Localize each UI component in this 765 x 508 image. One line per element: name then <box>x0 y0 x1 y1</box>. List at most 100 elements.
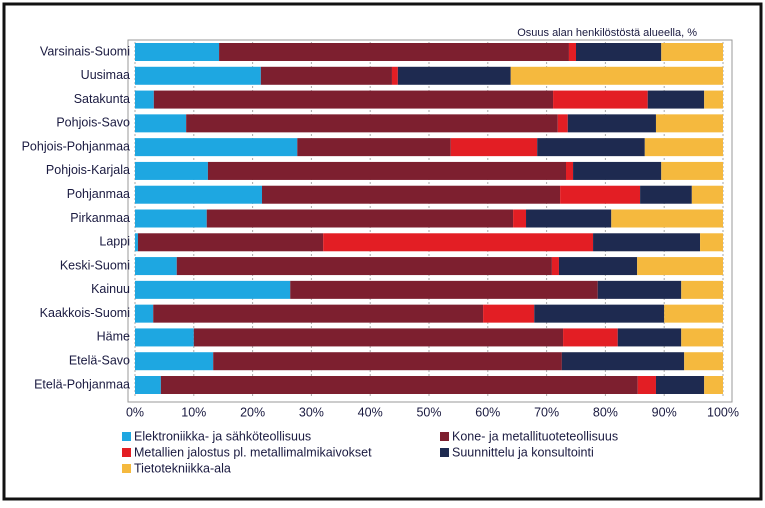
bar-segment <box>135 66 261 85</box>
bar-segment <box>526 209 612 228</box>
x-tick-label: 70% <box>534 405 559 419</box>
bar-segment <box>661 161 723 180</box>
bar-segment <box>681 280 723 299</box>
x-tick-label: 90% <box>652 405 677 419</box>
bar-segment <box>597 280 682 299</box>
bar-segment <box>647 90 705 109</box>
bar-segment <box>568 43 576 61</box>
y-tick-label: Pirkanmaa <box>70 211 130 225</box>
bar-segment <box>483 304 535 323</box>
y-tick-label: Uusimaa <box>81 68 130 82</box>
bar-segment <box>558 257 638 276</box>
legend-label: Tietotekniikka-ala <box>134 461 231 475</box>
y-tick-label: Pohjois-Karjala <box>46 163 130 177</box>
bar-segment <box>213 352 562 371</box>
y-tick-label: Häme <box>97 330 130 344</box>
bar-segment <box>611 209 723 228</box>
y-tick-label: Keski-Suomi <box>60 258 130 272</box>
legend-label: Metallien jalostus pl. metallimalmikaivo… <box>134 445 372 459</box>
bar-segment <box>567 114 656 133</box>
bar-segment <box>655 376 705 394</box>
bar-segment <box>135 328 194 347</box>
bar-segment <box>135 185 263 204</box>
bar-segment <box>637 376 656 394</box>
x-tick-label: 100% <box>707 405 739 419</box>
bar-segment <box>534 304 665 323</box>
bar-segment <box>135 280 291 299</box>
bar-segment <box>219 43 569 61</box>
bar-segment <box>135 233 138 252</box>
bar-segment <box>661 43 723 61</box>
bar-segment <box>560 185 641 204</box>
bar-segment <box>176 257 552 276</box>
subtitle: Osuus alan henkilöstöstä alueella, % <box>517 27 697 39</box>
bar-segment <box>193 328 564 347</box>
bar-segment <box>510 66 723 85</box>
bar-segment <box>704 90 723 109</box>
bar-segment <box>617 328 682 347</box>
y-tick-label: Etelä-Savo <box>69 354 130 368</box>
x-tick-label: 80% <box>593 405 618 419</box>
bar-segment <box>260 66 392 85</box>
bar-segment <box>537 138 645 157</box>
bar-segment <box>135 90 154 109</box>
bar-segment <box>566 161 574 180</box>
legend-label: Kone- ja metallituoteteollisuus <box>452 429 618 443</box>
x-tick-label: 50% <box>416 405 441 419</box>
frame <box>2 2 763 501</box>
legend-label: Suunnittelu ja konsultointi <box>452 445 594 459</box>
y-tick-label: Satakunta <box>74 92 130 106</box>
y-tick-label: Kaakkois-Suomi <box>40 306 130 320</box>
legend-swatch <box>440 448 449 457</box>
bar-segment <box>206 209 514 228</box>
bar-segment <box>644 138 723 157</box>
bar-segment <box>207 161 567 180</box>
x-tick-label: 60% <box>475 405 500 419</box>
bar-segment <box>135 304 154 323</box>
bar-segment <box>551 257 559 276</box>
bar-segment <box>557 114 568 133</box>
bar-segment <box>700 233 723 252</box>
bar-segment <box>160 376 638 394</box>
bar-segment <box>391 66 398 85</box>
bar-segment <box>563 328 618 347</box>
y-tick-label: Kainuu <box>91 282 130 296</box>
bar-segment <box>135 209 207 228</box>
y-tick-label: Pohjois-Pohjanmaa <box>22 139 130 153</box>
x-tick-label: 30% <box>299 405 324 419</box>
bar-segment <box>684 352 723 371</box>
bar-segment <box>135 138 298 157</box>
y-tick-label: Etelä-Pohjanmaa <box>34 377 130 391</box>
bar-segment <box>397 66 511 85</box>
bar-segment <box>135 161 208 180</box>
bar-segment <box>655 114 723 133</box>
bar-segment <box>135 376 161 394</box>
bar-segment <box>553 90 648 109</box>
bar-segment <box>137 233 324 252</box>
legend-swatch <box>122 464 131 473</box>
y-tick-label: Pohjois-Savo <box>56 116 130 130</box>
bar-segment <box>135 114 187 133</box>
bar-segment <box>573 161 662 180</box>
bar-segment <box>135 257 177 276</box>
plot-frame <box>127 39 733 403</box>
bar-segment <box>593 233 701 252</box>
legend-swatch <box>440 432 449 441</box>
y-tick-label: Pohjanmaa <box>67 187 130 201</box>
bar-segment <box>513 209 527 228</box>
bar-segment <box>450 138 538 157</box>
bar-segment <box>297 138 451 157</box>
bar-segment <box>153 90 554 109</box>
bar-segment <box>153 304 484 323</box>
bar-segment <box>637 257 723 276</box>
x-tick-label: 0% <box>126 405 144 419</box>
bar-segment <box>664 304 723 323</box>
legend-swatch <box>122 432 131 441</box>
x-tick-label: 20% <box>240 405 265 419</box>
legend-swatch <box>122 448 131 457</box>
bar-segment <box>323 233 594 252</box>
bar-segment <box>704 376 723 394</box>
bar-segment <box>640 185 692 204</box>
y-tick-label: Varsinais-Suomi <box>40 44 130 58</box>
